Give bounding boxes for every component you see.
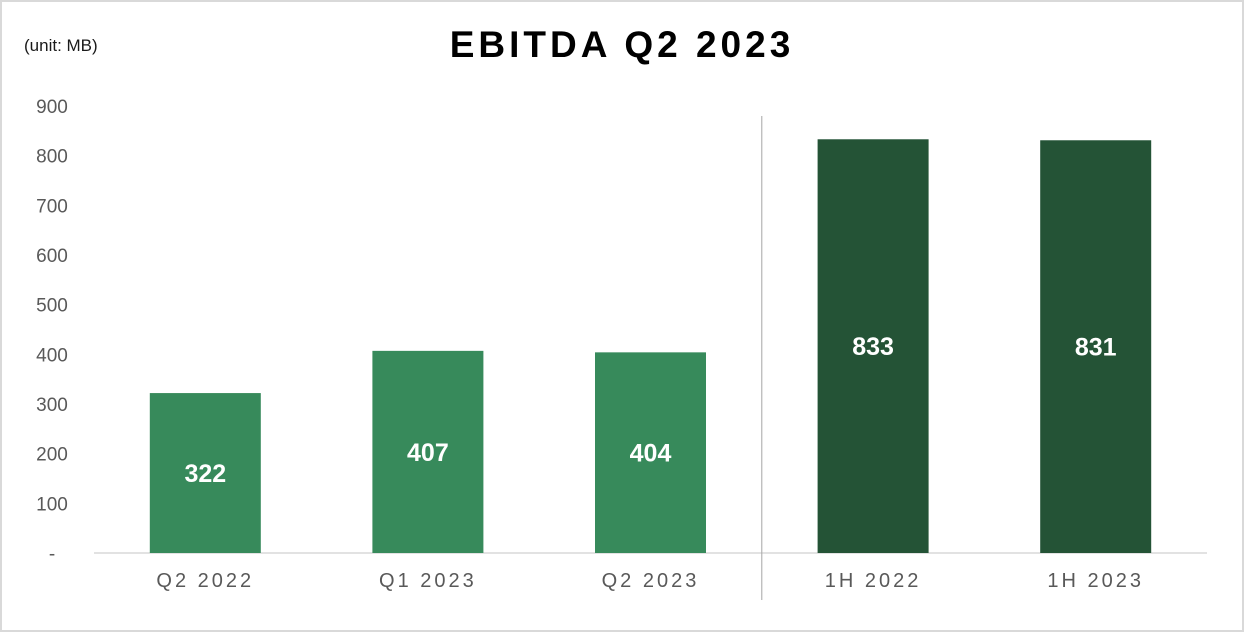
bar [817,139,929,553]
x-tick-label: Q2 2023 [602,570,700,592]
x-tick-label: Q2 2022 [156,570,254,592]
data-label: 407 [407,439,449,467]
y-tick-label: 200 [36,445,68,466]
x-tick-label: 1H 2022 [825,570,922,592]
chart-title: EBITDA Q2 2023 [449,24,795,65]
y-tick-label: 700 [36,196,68,217]
y-tick-label: 400 [36,345,68,366]
y-tick-label: - [49,544,55,565]
y-tick-label: 900 [36,97,68,118]
unit-note: (unit: MB) [24,36,98,55]
bar [1040,140,1152,553]
bar [595,352,706,553]
bar [149,393,261,553]
y-tick-label: 600 [36,246,68,267]
data-label: 322 [184,460,226,488]
y-tick-label: 800 [36,147,68,168]
data-label: 831 [1075,334,1117,362]
y-tick-label: 300 [36,395,68,416]
y-tick-label: 500 [36,296,68,317]
x-tick-label: 1H 2023 [1047,570,1144,592]
y-tick-label: 100 [36,494,68,515]
data-label: 833 [852,333,894,361]
x-tick-label: Q1 2023 [379,570,477,592]
bar [372,350,484,553]
data-label: 404 [630,440,672,468]
